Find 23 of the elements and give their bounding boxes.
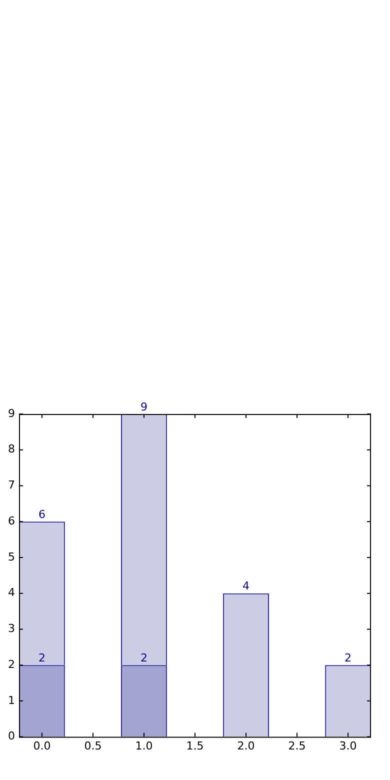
y-tick-label: 2 xyxy=(8,658,15,671)
y-tick-label: 4 xyxy=(8,586,15,600)
x-tick-label: 1.5 xyxy=(186,739,204,752)
data-label: 2 xyxy=(140,651,148,664)
total-label: 9 xyxy=(140,400,148,414)
y-tick-label: 1 xyxy=(8,694,15,707)
total-label: 4 xyxy=(242,580,250,593)
y-tick-label: 0 xyxy=(8,730,15,743)
x-tick-label: 3.0 xyxy=(339,739,357,752)
x-tick-label: 2.5 xyxy=(288,739,306,752)
y-tick-label: 3 xyxy=(8,622,15,636)
total-label: 6 xyxy=(38,508,46,521)
x-tick-label: 1.0 xyxy=(135,739,153,752)
y-tick-label: 5 xyxy=(8,550,15,564)
total-label: 2 xyxy=(344,651,352,664)
y-tick-label: 6 xyxy=(8,514,15,528)
y-tick-label: 7 xyxy=(8,478,15,492)
y-tick-label: 8 xyxy=(8,442,15,456)
x-tick-label: 0.0 xyxy=(33,739,51,752)
x-tick-label: 0.5 xyxy=(84,739,102,752)
data-label: 2 xyxy=(38,651,46,664)
y-tick-label: 9 xyxy=(8,406,15,420)
x-tick-label: 2.0 xyxy=(237,739,255,752)
